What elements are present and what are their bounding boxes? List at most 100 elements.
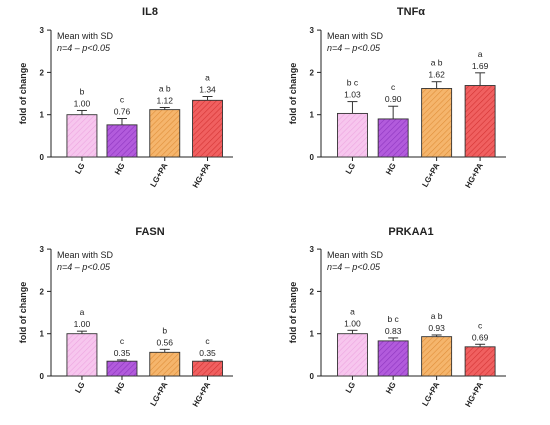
- y-tick-label: 0: [310, 372, 315, 381]
- chart-panel-3: PRKAA1 Mean with SD n=4 – p<0.05 0 1 2 3 fold o…: [288, 226, 506, 409]
- x-tick-label: LG+PA: [420, 380, 441, 407]
- bar-2: [149, 109, 181, 158]
- significance-letter: a b: [431, 58, 443, 68]
- bar-1: [377, 118, 409, 158]
- legend-note: Mean with SD: [57, 250, 114, 260]
- data-label: 1.34: [199, 85, 216, 95]
- y-tick-label: 0: [40, 372, 45, 381]
- bar-2: [149, 351, 181, 377]
- data-label: 1.03: [344, 90, 361, 100]
- x-tick-label: HG+PA: [463, 380, 485, 408]
- x-tick-label: LG: [344, 381, 357, 395]
- bar-2: [421, 88, 453, 158]
- y-axis-label: fold of change: [18, 282, 28, 344]
- y-tick-label: 3: [310, 26, 315, 35]
- data-label: 1.00: [74, 319, 91, 329]
- x-tick-label: HG: [384, 162, 398, 177]
- significance-letter: a b: [431, 311, 443, 321]
- significance-letter: a: [350, 306, 355, 316]
- y-tick-label: 1: [310, 330, 315, 339]
- data-label: 1.12: [156, 96, 173, 106]
- significance-letter: a: [205, 73, 210, 83]
- significance-letter: c: [120, 336, 125, 346]
- data-label: 0.93: [428, 323, 445, 333]
- y-tick-label: 1: [40, 330, 45, 339]
- bar-0: [337, 333, 368, 377]
- chart-title: FASN: [135, 226, 164, 238]
- bar-0: [66, 333, 98, 377]
- x-tick-label: HG: [113, 162, 127, 177]
- data-label: 0.69: [472, 332, 489, 342]
- bar-1: [106, 124, 138, 158]
- data-label: 1.00: [344, 318, 361, 328]
- data-label: 0.35: [199, 348, 216, 358]
- y-tick-label: 3: [40, 245, 45, 254]
- chart-panel-2: FASN Mean with SD n=4 – p<0.05 0 1 2 3 fold of …: [18, 226, 233, 409]
- significance-letter: c: [205, 336, 210, 346]
- chart-title: PRKAA1: [388, 226, 433, 238]
- significance-letter: b c: [347, 78, 359, 88]
- y-tick-label: 1: [310, 111, 315, 120]
- bar-3: [192, 360, 223, 377]
- chart-title: IL8: [142, 6, 158, 18]
- legend-note: Mean with SD: [327, 31, 384, 41]
- significance-letter: b: [80, 86, 85, 96]
- y-axis-label: fold of change: [288, 63, 298, 125]
- significance-letter: c: [120, 95, 125, 105]
- data-label: 0.76: [114, 107, 131, 117]
- x-tick-label: HG: [113, 381, 127, 396]
- y-axis-label: fold of change: [18, 63, 28, 125]
- significance-letter: c: [391, 82, 396, 92]
- x-tick-label: HG+PA: [191, 161, 213, 189]
- x-tick-label: LG: [73, 162, 86, 176]
- significance-letter: b c: [387, 314, 399, 324]
- x-tick-label: LG+PA: [149, 161, 170, 188]
- legend-note: Mean with SD: [57, 31, 114, 41]
- significance-letter: a b: [159, 84, 171, 94]
- chart-panel-1: TNFα Mean with SD n=4 – p<0.05 0 1 2 3 fold of …: [288, 6, 506, 190]
- data-label: 0.35: [114, 348, 131, 358]
- y-axis-label: fold of change: [288, 282, 298, 344]
- y-tick-label: 3: [310, 245, 315, 254]
- data-label: 0.56: [156, 337, 173, 347]
- significance-letter: a: [478, 49, 483, 59]
- bar-2: [421, 336, 453, 377]
- significance-note: n=4 – p<0.05: [57, 43, 111, 53]
- y-tick-label: 2: [40, 68, 45, 77]
- chart-panel-0: IL8 Mean with SD n=4 – p<0.05 0 1 2 3 fold of c…: [18, 6, 233, 190]
- legend-note: Mean with SD: [327, 250, 384, 260]
- bar-0: [337, 112, 368, 158]
- chart-title: TNFα: [397, 6, 425, 18]
- y-tick-label: 0: [40, 153, 45, 162]
- data-label: 1.69: [472, 61, 489, 71]
- data-label: 0.83: [385, 326, 402, 336]
- x-tick-label: LG: [73, 381, 86, 395]
- significance-letter: b: [162, 325, 167, 335]
- x-tick-label: HG+PA: [191, 380, 213, 408]
- bar-0: [66, 114, 98, 158]
- y-tick-label: 2: [310, 287, 315, 296]
- bar-3: [464, 85, 496, 158]
- significance-letter: c: [478, 320, 483, 330]
- significance-letter: a: [80, 307, 85, 317]
- y-tick-label: 0: [310, 153, 315, 162]
- significance-note: n=4 – p<0.05: [327, 43, 381, 53]
- y-tick-label: 3: [40, 26, 45, 35]
- data-label: 1.62: [428, 70, 445, 80]
- x-tick-label: LG+PA: [149, 380, 170, 407]
- significance-note: n=4 – p<0.05: [327, 262, 381, 272]
- bar-3: [192, 99, 223, 158]
- data-label: 1.00: [74, 98, 91, 108]
- x-tick-label: HG: [384, 381, 398, 396]
- bar-3: [464, 346, 496, 377]
- y-tick-label: 2: [310, 68, 315, 77]
- x-tick-label: LG+PA: [420, 161, 441, 188]
- bar-1: [106, 360, 138, 377]
- significance-note: n=4 – p<0.05: [57, 262, 111, 272]
- y-tick-label: 2: [40, 287, 45, 296]
- bar-1: [377, 340, 409, 377]
- y-tick-label: 1: [40, 111, 45, 120]
- x-tick-label: HG+PA: [463, 161, 485, 189]
- data-label: 0.90: [385, 94, 402, 104]
